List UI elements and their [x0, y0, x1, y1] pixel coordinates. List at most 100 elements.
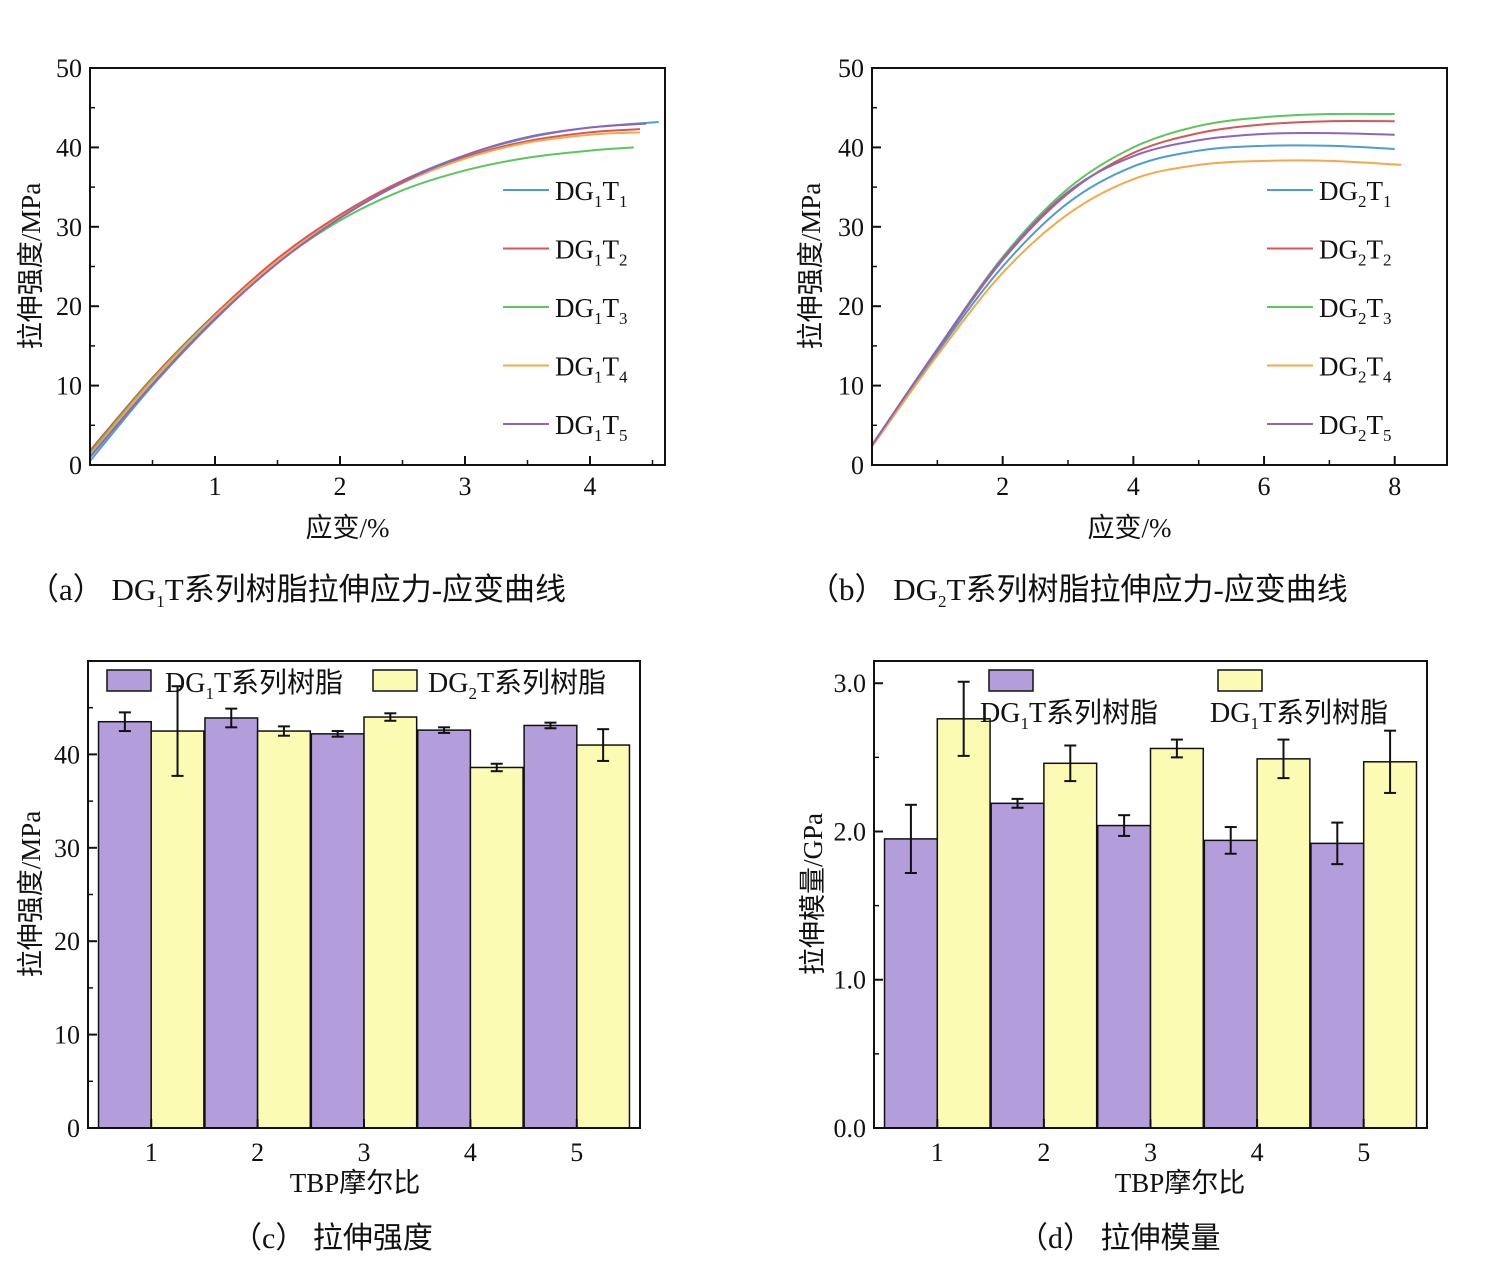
y-tick-label: 3.0 [834, 669, 867, 698]
x-tick-label: 4 [584, 472, 597, 501]
legend-label: DG2T1 [1319, 176, 1392, 211]
subscript: 2 [468, 684, 477, 703]
legend-label: DG1T4 [555, 352, 628, 387]
y-tick-label: 50 [56, 54, 82, 83]
series-line-DG2T5 [871, 131, 1395, 446]
bar-DG1T系列树脂-4 [1256, 758, 1311, 1129]
y-tick-label: 0.0 [834, 1114, 867, 1143]
legend-label: DG1T系列树脂 [1210, 697, 1388, 733]
bar-DG2T系列树脂-4 [469, 766, 524, 1129]
x-tick-label: 4 [464, 1138, 477, 1167]
text-part: DG [893, 572, 938, 607]
x-tick-label: 8 [1388, 472, 1401, 501]
subscript: 2 [619, 251, 628, 270]
legend-swatch [1217, 669, 1263, 692]
bar-DG2T系列树脂-5 [576, 744, 631, 1129]
x-tick-label: 2 [996, 472, 1009, 501]
panel-caption: （d） 拉伸模量 [1018, 1222, 1221, 1255]
subscript: 2 [1358, 192, 1367, 211]
text-part: T [603, 176, 620, 206]
text-part [886, 572, 894, 607]
legend-swatch [372, 669, 418, 692]
bar-DG2T系列树脂-3 [363, 716, 418, 1129]
x-tick-label: 3 [358, 1138, 371, 1167]
text-part: DG [1319, 352, 1358, 382]
legend-label: DG2T5 [1319, 410, 1392, 445]
y-axis-label: 拉伸强度/MPa [796, 183, 826, 350]
y-tick-label: 0 [69, 451, 82, 480]
text-part: DG [980, 698, 1020, 729]
y-tick-label: 10 [838, 372, 864, 401]
text-part: DG [1319, 410, 1358, 440]
subscript: 5 [1383, 426, 1392, 445]
y-tick-label: 1.0 [834, 966, 867, 995]
y-tick-label: 20 [838, 292, 864, 321]
x-tick-label: 4 [1127, 472, 1140, 501]
text-part: DG [1319, 293, 1358, 323]
legend-label: DG1T2 [555, 235, 628, 270]
text-part: DG [428, 668, 468, 699]
y-axis-label: 拉伸模量/GPa [798, 813, 828, 975]
x-axis-label: 应变/% [1088, 513, 1172, 543]
bar-DG1T系列树脂-1 [936, 718, 991, 1129]
y-tick-label: 0 [851, 451, 864, 480]
text-part: DG [555, 235, 594, 265]
bar-DG1T系列树脂-3 [310, 733, 365, 1129]
subscript: 1 [594, 426, 603, 445]
text-part: T系列树脂拉伸应力-应变曲线 [947, 572, 1348, 607]
y-tick-label: 30 [838, 213, 864, 242]
text-part [104, 572, 112, 607]
plot-frame [89, 67, 666, 466]
subscript: 1 [156, 592, 165, 611]
subscript: 1 [205, 684, 214, 703]
y-tick-label: 20 [56, 292, 82, 321]
legend-label: DG2T4 [1319, 352, 1392, 387]
subscript: 1 [1383, 192, 1392, 211]
text-part: DG [555, 293, 594, 323]
subscript: 3 [619, 309, 628, 328]
text-part: （b） [808, 572, 886, 607]
subscript: 2 [1358, 309, 1367, 328]
y-tick-label: 0 [67, 1114, 80, 1143]
subscript: 1 [594, 368, 603, 387]
bar-DG1T系列树脂-4 [416, 729, 472, 1129]
y-tick-label: 30 [54, 834, 80, 863]
text-part: T [1367, 235, 1384, 265]
legend-label: DG2T系列树脂 [428, 667, 606, 703]
series-line-DG1T5 [89, 122, 647, 458]
series-line-DG2T3 [871, 112, 1395, 446]
series-line-DG2T2 [871, 119, 1395, 446]
bar-DG2T系列树脂-2 [256, 730, 312, 1129]
plot-frame [873, 660, 1428, 1129]
text-part: T系列树脂 [1259, 697, 1388, 729]
text-part: DG [1210, 698, 1250, 729]
subscript: 5 [619, 426, 628, 445]
legend-swatch [988, 669, 1034, 692]
x-tick-label: 4 [1251, 1138, 1264, 1167]
plot-frame [87, 660, 641, 1129]
text-part: T [603, 352, 620, 382]
bar-DG1T系列树脂-3 [1096, 824, 1152, 1129]
bar-DG1T系列树脂-5 [1362, 761, 1418, 1129]
x-tick-label: 3 [459, 472, 472, 501]
legend-label: DG2T2 [1319, 235, 1392, 270]
x-axis-label: TBP摩尔比 [290, 1168, 421, 1198]
text-part: T系列树脂拉伸应力-应变曲线 [165, 572, 566, 607]
subscript: 3 [1383, 309, 1392, 328]
x-tick-label: 2 [251, 1138, 264, 1167]
legend-label: DG1T系列树脂 [165, 667, 343, 703]
subscript: 1 [594, 309, 603, 328]
subscript: 4 [1383, 368, 1392, 387]
y-tick-label: 20 [54, 927, 80, 956]
y-tick-label: 2.0 [834, 817, 867, 846]
text-part: DG [1319, 176, 1358, 206]
text-part: DG [555, 352, 594, 382]
subscript: 1 [594, 251, 603, 270]
subscript: 2 [1358, 368, 1367, 387]
y-tick-label: 50 [838, 54, 864, 83]
legend-label: DG1T系列树脂 [980, 697, 1158, 733]
x-tick-label: 5 [570, 1138, 583, 1167]
legend-label: DG2T3 [1319, 293, 1392, 328]
legend-label: DG1T1 [555, 176, 628, 211]
